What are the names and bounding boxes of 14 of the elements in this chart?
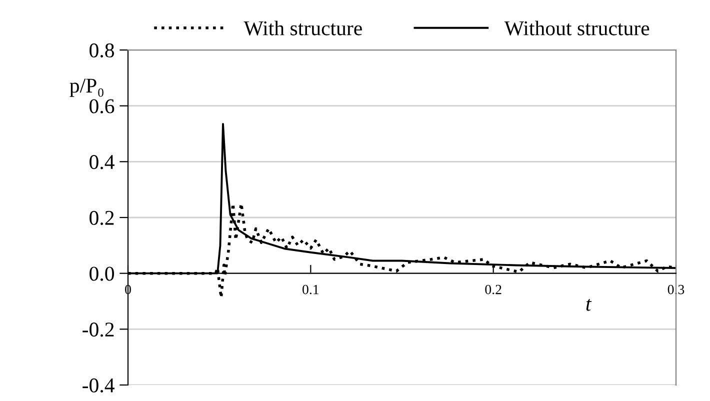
y-tick-label: 0.8: [90, 43, 114, 58]
y-tick-label: -0.2: [82, 322, 114, 337]
x-tick-label: 0.1: [302, 284, 319, 294]
legend-label: With structure: [244, 20, 362, 36]
x-axis-title: t: [586, 298, 592, 311]
x-tick-label: 0.2: [485, 284, 502, 294]
y-tick-label: 0.6: [90, 99, 114, 114]
y-tick-label: 0.4: [90, 155, 114, 170]
y-tick-label: 0.0: [90, 266, 114, 281]
y-tick-label: 0.2: [90, 210, 114, 226]
x-tick-label: 0.3: [668, 284, 684, 294]
legend-label: Without structure: [504, 20, 650, 36]
y-axis-title: p/P₀: [70, 78, 104, 97]
y-tick-label: -0.4: [82, 378, 114, 393]
